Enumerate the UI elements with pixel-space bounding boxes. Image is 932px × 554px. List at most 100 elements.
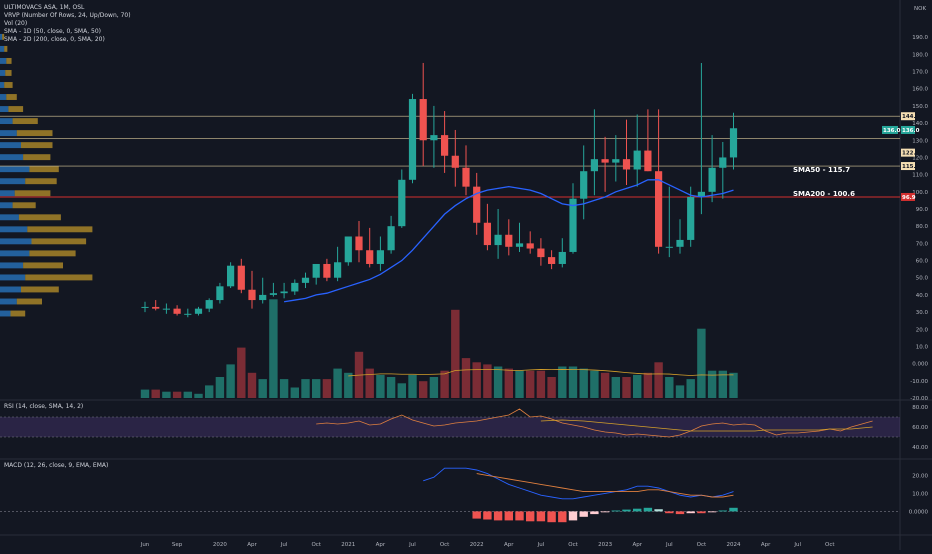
vrvp-up-bar xyxy=(0,94,7,100)
candle-body xyxy=(473,186,481,223)
volume-bar xyxy=(547,377,556,398)
candle-body xyxy=(580,171,588,199)
vrvp-down-bar xyxy=(27,226,93,233)
vrvp-up-bar xyxy=(0,250,30,257)
vrvp-up-bar xyxy=(0,238,32,245)
candle-body xyxy=(355,236,363,251)
indicator-sma50[interactable]: SMA - 1D (50, close, 0, SMA, 50) xyxy=(4,28,101,35)
volume-bar xyxy=(419,381,428,398)
candle-body xyxy=(505,234,513,247)
candle-body xyxy=(590,159,598,172)
candle xyxy=(580,145,588,220)
vrvp-up-bar xyxy=(0,202,13,209)
price-tick-label: 180.0 xyxy=(912,52,928,58)
candle-body xyxy=(194,308,203,314)
vrvp-down-bar xyxy=(2,33,5,40)
indicator-sma200[interactable]: SMA - 2D (200, close, 0, SMA, 20) xyxy=(4,36,105,43)
price-tick-label: 10.0 xyxy=(916,344,929,350)
candle-body xyxy=(708,167,716,192)
time-axis[interactable]: Jun Sep 2020 Apr Jul Oct 2021 Apr Jul Oct 2022 Apr J… xyxy=(140,542,836,548)
level-144-tag-bg xyxy=(901,112,915,121)
volume-bar xyxy=(697,328,706,398)
price-tick-label: 60.0 xyxy=(916,259,929,265)
candle xyxy=(537,238,545,266)
candle xyxy=(173,305,181,316)
candle xyxy=(398,169,406,228)
candle-body xyxy=(633,150,641,170)
candle-body xyxy=(494,234,502,246)
indicator-vol[interactable]: Vol (20) xyxy=(4,20,27,27)
currency-label[interactable]: NOK xyxy=(914,6,926,12)
candle-body xyxy=(184,313,192,315)
candle-body xyxy=(655,171,663,247)
volume-bar xyxy=(622,377,631,398)
macd-hist-bar xyxy=(515,511,524,521)
macd-hist-bar xyxy=(483,511,492,520)
macd-hist-bar xyxy=(558,511,567,523)
candle xyxy=(697,62,705,215)
candle xyxy=(494,209,502,259)
price-tick-label: -10.00 xyxy=(910,379,928,385)
macd-hist-bar xyxy=(697,511,706,514)
volume-bar xyxy=(365,368,374,398)
vrvp-down-bar xyxy=(18,214,61,221)
candle xyxy=(184,308,192,318)
macd-tick-label: 0.0000 xyxy=(909,509,929,515)
price-tick-label: 100.0 xyxy=(912,190,928,196)
macd-pane[interactable]: MACD (12, 26, close, 9, EMA, EMA) 20.00 1… xyxy=(0,462,929,523)
candle xyxy=(248,270,256,309)
candle-body xyxy=(558,251,566,264)
volume-bar xyxy=(408,374,417,398)
candle xyxy=(729,112,738,170)
level-115-tag: 115.0 xyxy=(902,164,920,170)
candle xyxy=(548,250,556,270)
vrvp-up-bar xyxy=(0,286,21,293)
candle xyxy=(451,129,459,187)
candle-body xyxy=(612,159,620,163)
level-115-tag-bg xyxy=(901,162,915,171)
candle xyxy=(483,203,491,251)
symbol-title[interactable]: ULTIMOVACS ASA, 1M, OSL xyxy=(4,4,85,11)
volume-bar xyxy=(397,383,406,398)
candle xyxy=(655,109,663,254)
time-tick-label: 2021 xyxy=(341,542,355,548)
candle-body xyxy=(687,196,695,240)
inline-price-tag: 136.0 xyxy=(883,128,901,134)
rsi-pane[interactable]: RSI (14, close, SMA, 14, 2) 80.00 60.00 40… xyxy=(0,403,928,451)
candle-body xyxy=(269,293,277,295)
candle-body xyxy=(227,265,235,287)
candle xyxy=(526,231,534,254)
time-tick-label: 2022 xyxy=(470,542,484,548)
candle-body xyxy=(729,128,738,158)
candle-body xyxy=(141,306,149,308)
indicator-vrvp[interactable]: VRVP (Number Of Rows, 24, Up/Down, 70) xyxy=(4,12,131,19)
candle xyxy=(601,136,609,192)
candle-body xyxy=(644,150,652,172)
volume-bar xyxy=(526,370,535,398)
time-tick-label: Apr xyxy=(504,542,514,548)
candle xyxy=(473,172,481,235)
time-tick-label: Oct xyxy=(825,542,835,548)
price-tick-label: 20.0 xyxy=(916,327,929,333)
vrvp-down-bar xyxy=(29,250,76,257)
macd-hist-bar xyxy=(718,510,727,512)
time-tick-label: Apr xyxy=(632,542,642,548)
candle xyxy=(644,109,652,172)
time-tick-label: Apr xyxy=(761,542,771,548)
candle xyxy=(687,186,695,247)
vrvp-up-bar xyxy=(0,178,26,185)
candle xyxy=(301,272,310,289)
macd-hist-bar xyxy=(622,509,631,512)
volume-bar xyxy=(483,364,492,398)
candle-body xyxy=(152,306,160,309)
time-tick-label: Apr xyxy=(376,542,386,548)
macd-hist-bar xyxy=(472,511,481,519)
sma200-annotation: SMA200 - 100.6 xyxy=(793,190,855,198)
macd-title: MACD (12, 26, close, 9, EMA, EMA) xyxy=(4,462,108,469)
level-144-tag: 144.0 xyxy=(902,114,920,120)
candle xyxy=(569,183,577,254)
candle xyxy=(237,258,245,294)
